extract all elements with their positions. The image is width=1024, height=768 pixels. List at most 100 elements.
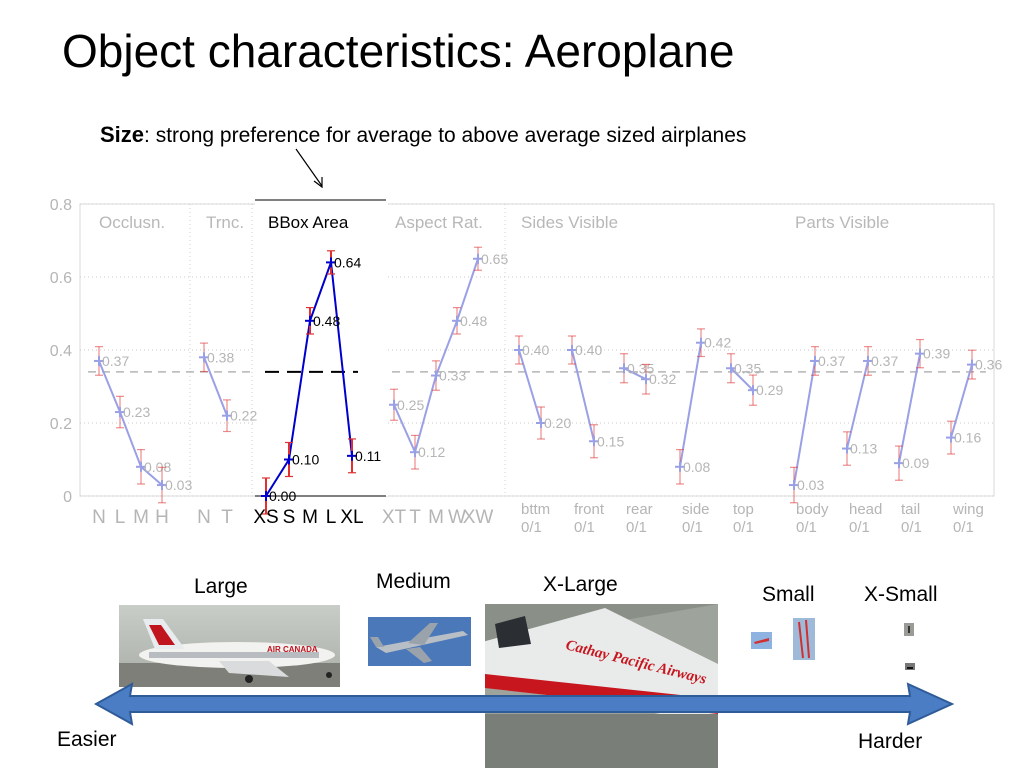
label-xsmall: X-Small xyxy=(864,583,938,606)
pair-data-label: 0.32 xyxy=(649,371,676,387)
pair-series-line xyxy=(898,353,921,464)
pair-label: head xyxy=(849,501,882,518)
group-title: Parts Visible xyxy=(795,213,889,232)
large-livery: AIR CANADA xyxy=(267,645,318,654)
x-category-label: XT xyxy=(382,507,407,528)
x-category-label: T xyxy=(221,507,233,528)
group-title: Occlusn. xyxy=(99,213,165,232)
group-data-label: 0.48 xyxy=(460,313,487,329)
pair-label: tail xyxy=(901,501,920,518)
pair-data-label: 0.13 xyxy=(850,441,877,457)
group-series-line xyxy=(203,356,228,417)
pair-data-label: 0.36 xyxy=(975,357,1002,373)
group-data-label: 0.65 xyxy=(481,251,508,267)
x-category-label: M xyxy=(133,507,149,528)
y-tick-label: 0 xyxy=(63,489,72,506)
pair-series-line xyxy=(518,349,542,424)
difficulty-arrow xyxy=(93,682,955,726)
pair-sub-label: 0/1 xyxy=(849,519,870,536)
pair-sub-label: 0/1 xyxy=(626,519,647,536)
highlight-data-label: 0.11 xyxy=(355,448,381,464)
pair-sub-label: 0/1 xyxy=(574,519,595,536)
label-xlarge: X-Large xyxy=(543,573,618,596)
pair-data-label: 0.40 xyxy=(522,342,549,358)
x-category-label: L xyxy=(115,507,126,528)
y-tick-label: 0.4 xyxy=(50,343,72,360)
medium-airplane-image xyxy=(368,617,471,666)
pair-sub-label: 0/1 xyxy=(521,519,542,536)
pair-data-label: 0.09 xyxy=(902,455,929,471)
pair-series-line xyxy=(730,367,754,391)
pair-series-line xyxy=(846,360,869,449)
x-category-label: H xyxy=(155,507,169,528)
pair-data-label: 0.37 xyxy=(818,353,845,369)
pair-data-label: 0.37 xyxy=(871,353,898,369)
highlight-data-label: 0.10 xyxy=(292,452,319,468)
pair-sub-label: 0/1 xyxy=(796,519,817,536)
pair-label: rear xyxy=(626,501,653,518)
x-category-label: S xyxy=(283,507,296,528)
group-data-label: 0.33 xyxy=(439,368,466,384)
group-title: Trnc. xyxy=(206,213,244,232)
pair-data-label: 0.42 xyxy=(704,335,731,351)
group-data-label: 0.08 xyxy=(144,459,171,475)
pair-data-label: 0.08 xyxy=(683,459,710,475)
x-category-label: W xyxy=(448,507,466,528)
x-category-label: XL xyxy=(340,507,363,528)
pair-series-line xyxy=(571,349,595,442)
y-tick-label: 0.2 xyxy=(50,416,72,433)
x-category-label: XS xyxy=(253,507,278,528)
y-tick-label: 0.8 xyxy=(50,197,72,214)
x-category-label: N xyxy=(197,507,211,528)
group-title: BBox Area xyxy=(268,213,349,232)
label-large: Large xyxy=(194,575,248,598)
small-airplane-image-2 xyxy=(793,618,815,660)
xsmall-airplane-image-2 xyxy=(905,660,915,670)
highlight-data-label: 0.00 xyxy=(269,488,296,504)
highlight-data-label: 0.64 xyxy=(334,254,361,270)
pair-data-label: 0.40 xyxy=(575,342,602,358)
group-data-label: 0.37 xyxy=(102,353,129,369)
pair-series-line xyxy=(950,364,973,438)
pair-data-label: 0.29 xyxy=(756,382,783,398)
subtitle-text: : strong preference for average to above… xyxy=(144,124,747,147)
pointer-arrow xyxy=(295,148,323,189)
x-category-label: N xyxy=(92,507,106,528)
highlight-data-label: 0.48 xyxy=(313,313,340,329)
pair-sub-label: 0/1 xyxy=(901,519,922,536)
group-data-label: 0.38 xyxy=(207,349,234,365)
label-easier: Easier xyxy=(57,728,117,751)
slide-title: Object characteristics: Aeroplane xyxy=(62,25,735,77)
pair-data-label: 0.16 xyxy=(954,430,981,446)
group-data-label: 0.23 xyxy=(123,404,150,420)
pair-label: bttm xyxy=(521,501,550,518)
group-data-label: 0.03 xyxy=(165,477,192,493)
group-title: Sides Visible xyxy=(521,213,618,232)
pair-sub-label: 0/1 xyxy=(953,519,974,536)
x-category-label: T xyxy=(409,507,421,528)
pair-label: side xyxy=(682,501,710,518)
group-data-label: 0.12 xyxy=(418,444,445,460)
pair-data-label: 0.15 xyxy=(597,433,624,449)
pair-data-label: 0.35 xyxy=(734,360,761,376)
x-category-label: M xyxy=(428,507,444,528)
pair-sub-label: 0/1 xyxy=(733,519,754,536)
pair-data-label: 0.39 xyxy=(923,346,950,362)
xsmall-airplane-image-1 xyxy=(904,623,914,636)
highlight-panel xyxy=(255,200,388,496)
group-data-label: 0.25 xyxy=(397,397,424,413)
pair-sub-label: 0/1 xyxy=(682,519,703,536)
x-category-label: L xyxy=(326,507,337,528)
label-harder: Harder xyxy=(858,730,923,753)
pair-data-label: 0.03 xyxy=(797,477,824,493)
pair-series-line xyxy=(679,342,702,467)
pair-data-label: 0.20 xyxy=(544,415,571,431)
y-tick-label: 0.6 xyxy=(50,270,72,287)
slide-subtitle: Size: strong preference for average to a… xyxy=(100,122,746,148)
pair-label: body xyxy=(796,501,829,518)
pair-series-line xyxy=(793,360,816,486)
pair-label: wing xyxy=(952,501,984,518)
x-category-label: M xyxy=(302,507,318,528)
group-series-line xyxy=(98,360,163,486)
